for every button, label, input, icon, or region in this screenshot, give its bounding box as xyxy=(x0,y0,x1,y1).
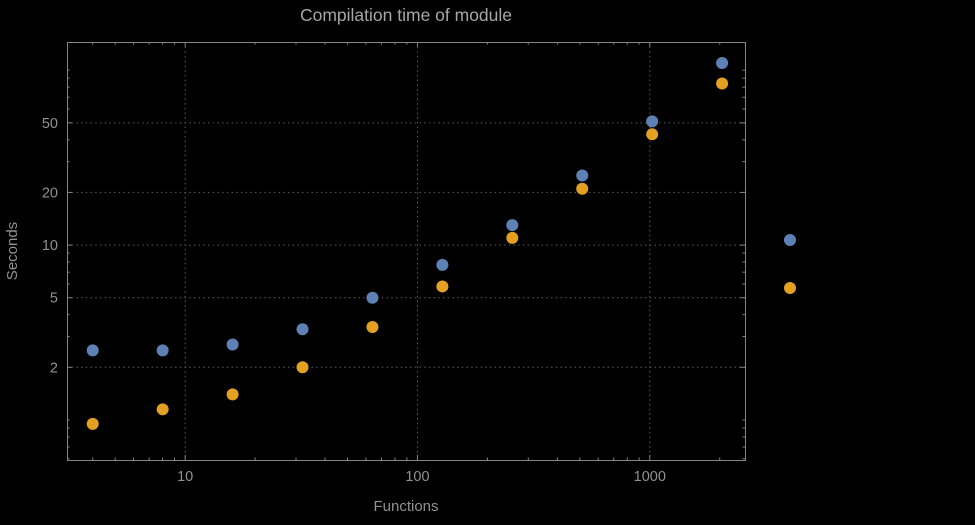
legend-marker xyxy=(784,234,796,246)
y-tick-label: 10 xyxy=(42,238,58,254)
y-tick-label: 20 xyxy=(42,185,58,201)
data-point-series-1 xyxy=(226,338,239,351)
data-point-series-1 xyxy=(506,219,519,232)
data-point-series-1 xyxy=(156,344,169,357)
x-tick-label: 1000 xyxy=(634,469,666,485)
data-point-series-2 xyxy=(366,320,379,333)
data-point-series-2 xyxy=(506,231,519,244)
x-tick-label: 100 xyxy=(405,469,429,485)
data-point-series-2 xyxy=(436,280,449,293)
y-tick-label: 50 xyxy=(42,116,58,132)
data-point-series-1 xyxy=(716,56,729,69)
data-point-series-1 xyxy=(436,258,449,271)
data-point-series-2 xyxy=(156,403,169,416)
data-point-series-1 xyxy=(296,323,309,336)
data-point-series-2 xyxy=(716,77,729,90)
chart-title: Compilation time of module xyxy=(299,5,513,25)
x-tick-label: 10 xyxy=(177,469,193,485)
y-tick-label: 5 xyxy=(50,291,58,307)
data-point-series-1 xyxy=(366,291,379,304)
data-point-series-2 xyxy=(646,128,659,141)
y-axis-label: Seconds xyxy=(4,221,21,281)
data-point-series-2 xyxy=(86,417,99,430)
plot-frame xyxy=(67,42,746,461)
y-tick-label: 2 xyxy=(50,360,58,376)
data-point-series-2 xyxy=(296,361,309,374)
x-axis-label: Functions xyxy=(373,498,439,515)
legend-marker xyxy=(784,282,796,294)
data-point-series-1 xyxy=(646,115,659,128)
data-point-series-2 xyxy=(226,388,239,401)
data-point-series-2 xyxy=(576,182,589,195)
data-point-series-1 xyxy=(576,169,589,182)
data-point-series-1 xyxy=(86,344,99,357)
